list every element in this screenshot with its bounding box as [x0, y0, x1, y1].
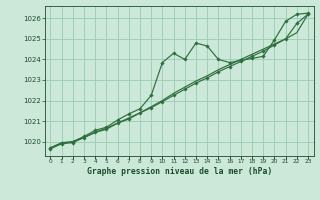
X-axis label: Graphe pression niveau de la mer (hPa): Graphe pression niveau de la mer (hPa): [87, 167, 272, 176]
